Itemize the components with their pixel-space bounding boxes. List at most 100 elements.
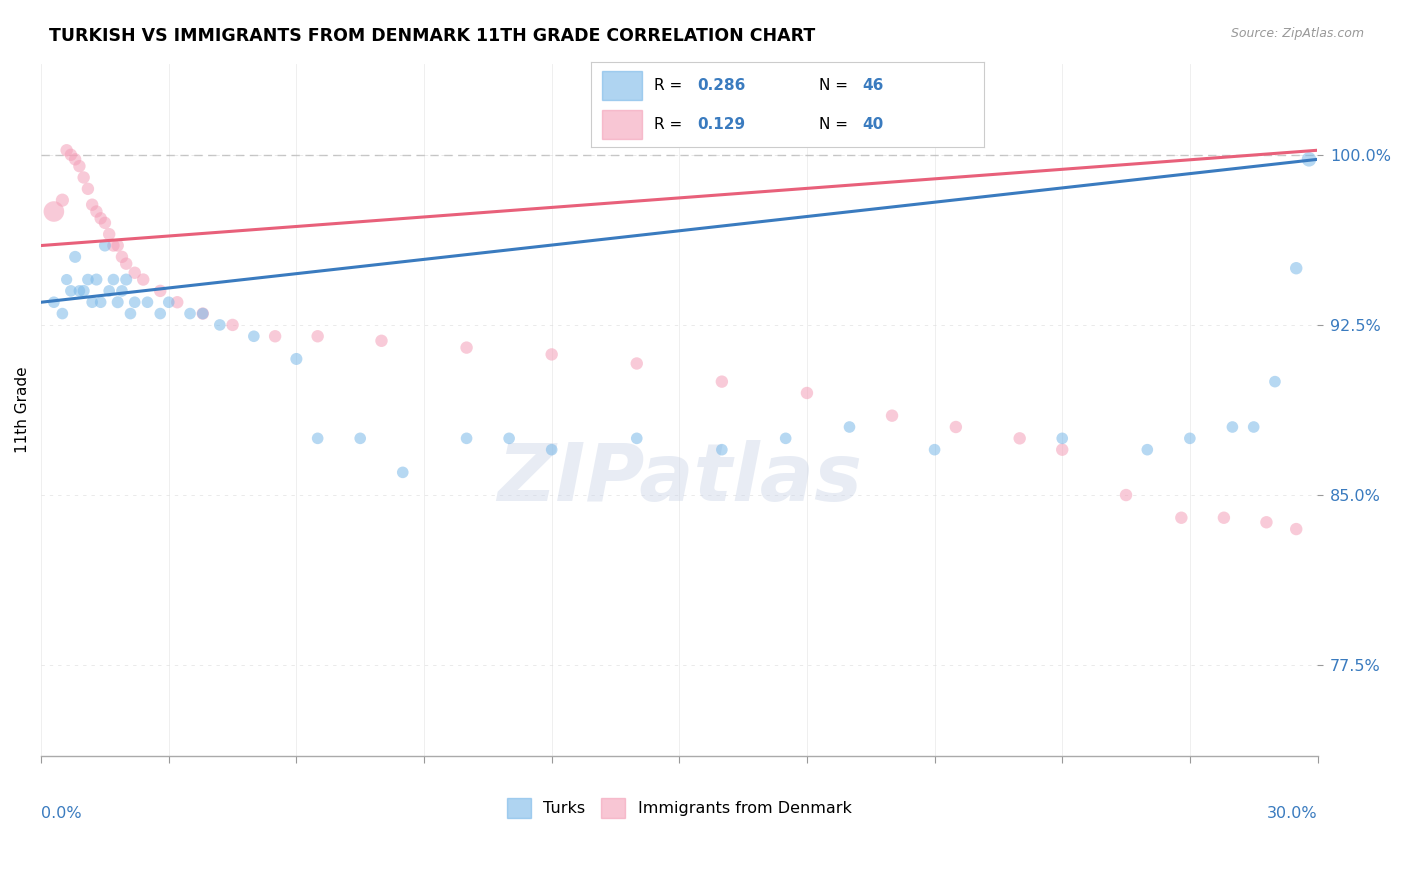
Text: TURKISH VS IMMIGRANTS FROM DENMARK 11TH GRADE CORRELATION CHART: TURKISH VS IMMIGRANTS FROM DENMARK 11TH … — [49, 27, 815, 45]
Text: N =: N = — [818, 117, 852, 132]
Point — [370, 334, 392, 348]
Point — [221, 318, 243, 332]
Y-axis label: 11th Grade: 11th Grade — [15, 367, 30, 453]
Point — [1050, 442, 1073, 457]
Text: R =: R = — [654, 78, 686, 93]
Text: Source: ZipAtlas.com: Source: ZipAtlas.com — [1230, 27, 1364, 40]
Point — [82, 197, 104, 211]
Point — [111, 284, 134, 298]
Point — [1298, 153, 1320, 167]
Point — [86, 272, 108, 286]
Point — [90, 295, 112, 310]
Point — [107, 238, 129, 252]
Point — [55, 143, 77, 157]
Point — [208, 318, 231, 332]
Point — [98, 284, 121, 298]
Point — [42, 204, 65, 219]
Point — [285, 351, 308, 366]
Point — [796, 386, 818, 401]
Point — [710, 442, 733, 457]
Point — [1285, 261, 1308, 276]
Point — [63, 250, 86, 264]
Point — [626, 356, 648, 370]
Point — [111, 250, 134, 264]
Point — [191, 307, 214, 321]
Point — [157, 295, 180, 310]
Point — [86, 204, 108, 219]
Point — [1212, 510, 1234, 524]
Text: 40: 40 — [862, 117, 883, 132]
Point — [77, 182, 100, 196]
Text: 30.0%: 30.0% — [1267, 805, 1317, 821]
Point — [107, 295, 129, 310]
Point — [42, 295, 65, 310]
Point — [1243, 420, 1265, 434]
Point — [391, 466, 413, 480]
Bar — [602, 110, 641, 139]
Point — [1170, 510, 1192, 524]
Point — [63, 153, 86, 167]
Point — [103, 272, 125, 286]
Point — [307, 431, 329, 445]
Point — [98, 227, 121, 242]
Point — [120, 307, 142, 321]
Point — [132, 272, 155, 286]
Point — [264, 329, 287, 343]
Point — [55, 272, 77, 286]
Point — [136, 295, 159, 310]
Point — [838, 420, 860, 434]
Text: 46: 46 — [862, 78, 883, 93]
Point — [1222, 420, 1244, 434]
Point — [945, 420, 967, 434]
Text: ZIPatlas: ZIPatlas — [496, 440, 862, 518]
Point — [51, 193, 73, 207]
Point — [149, 307, 172, 321]
Point — [115, 257, 138, 271]
Point — [67, 159, 90, 173]
Point — [456, 341, 478, 355]
Point — [775, 431, 797, 445]
Point — [540, 442, 562, 457]
Point — [73, 284, 96, 298]
Text: 0.286: 0.286 — [697, 78, 745, 93]
Point — [94, 216, 117, 230]
Point — [73, 170, 96, 185]
Text: 0.129: 0.129 — [697, 117, 745, 132]
Point — [1264, 375, 1286, 389]
Point — [77, 272, 100, 286]
Point — [103, 238, 125, 252]
Point — [456, 431, 478, 445]
Point — [149, 284, 172, 298]
Point — [124, 295, 146, 310]
Point — [59, 284, 82, 298]
Point — [880, 409, 903, 423]
Point — [191, 307, 214, 321]
Point — [1050, 431, 1073, 445]
Point — [1008, 431, 1031, 445]
Point — [59, 148, 82, 162]
Point — [1256, 516, 1278, 530]
Point — [540, 347, 562, 361]
Point — [1136, 442, 1159, 457]
Legend: Turks, Immigrants from Denmark: Turks, Immigrants from Denmark — [501, 792, 859, 824]
Point — [710, 375, 733, 389]
Point — [307, 329, 329, 343]
Point — [349, 431, 371, 445]
Point — [1178, 431, 1201, 445]
Point — [626, 431, 648, 445]
Text: R =: R = — [654, 117, 686, 132]
Point — [1115, 488, 1137, 502]
Point — [498, 431, 520, 445]
Text: 0.0%: 0.0% — [41, 805, 82, 821]
Point — [179, 307, 201, 321]
Point — [67, 284, 90, 298]
Point — [124, 266, 146, 280]
Point — [94, 238, 117, 252]
Point — [166, 295, 188, 310]
Point — [243, 329, 266, 343]
Point — [1285, 522, 1308, 536]
Text: N =: N = — [818, 78, 852, 93]
Point — [51, 307, 73, 321]
Point — [90, 211, 112, 226]
Bar — [602, 71, 641, 100]
